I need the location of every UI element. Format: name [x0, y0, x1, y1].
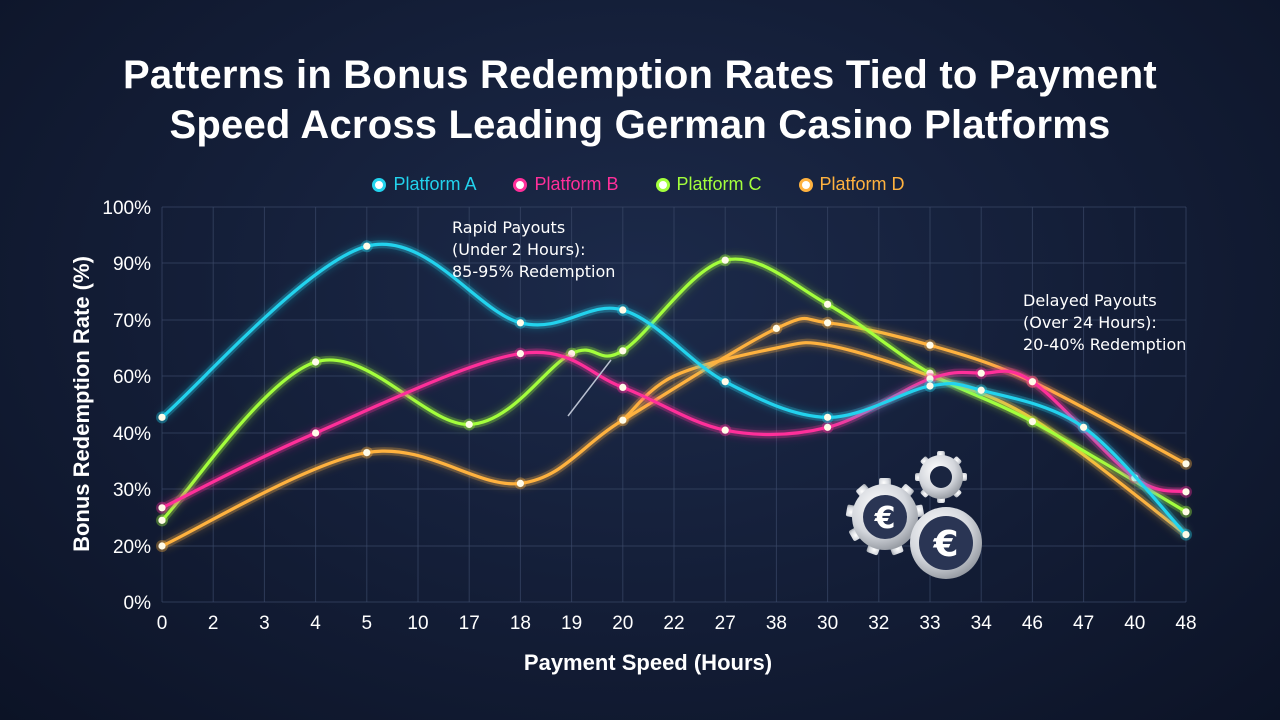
data-point [926, 382, 933, 389]
data-point [517, 350, 524, 357]
y-axis-label: Bonus Redemption Rate (%) [69, 256, 94, 552]
x-tick-label: 32 [868, 613, 889, 634]
x-tick-label: 40 [1124, 613, 1145, 634]
annotation-text: Delayed Payouts (Over 24 Hours): 20-40% Re… [1023, 291, 1186, 354]
y-tick-label: 20% [113, 537, 151, 558]
x-tick-label: 22 [663, 613, 684, 634]
x-tick-label: 48 [1175, 613, 1196, 634]
data-point [1182, 460, 1189, 467]
y-tick-label: 90% [113, 254, 151, 275]
data-point [1182, 488, 1189, 495]
data-point [824, 424, 831, 431]
y-tick-label: 0% [124, 593, 152, 614]
data-point [158, 517, 165, 524]
x-tick-label: 18 [510, 613, 531, 634]
data-point [978, 387, 985, 394]
euro-symbol: € [932, 524, 958, 565]
annotation-line: 20-40% Redemption [1023, 335, 1186, 354]
x-tick-label: 0 [157, 613, 168, 634]
y-tick-label: 70% [113, 311, 151, 332]
data-point [517, 319, 524, 326]
data-point [466, 421, 473, 428]
data-point [824, 319, 831, 326]
data-point [1029, 418, 1036, 425]
x-tick-label: 2 [208, 613, 219, 634]
data-point [312, 358, 319, 365]
x-tick-label: 47 [1073, 613, 1094, 634]
x-tick-label: 46 [1022, 613, 1043, 634]
x-tick-label: 19 [561, 613, 582, 634]
data-point [363, 449, 370, 456]
euro-coin-icon: € [910, 507, 982, 579]
data-point [517, 480, 524, 487]
x-axis-label: Payment Speed (Hours) [524, 650, 772, 675]
x-tick-label: 38 [766, 613, 787, 634]
data-point [722, 427, 729, 434]
data-point [1182, 531, 1189, 538]
annotation-line: Delayed Payouts [1023, 291, 1157, 310]
annotation-text: Rapid Payouts (Under 2 Hours): 85-95% Rede… [452, 218, 615, 281]
x-tick-label: 5 [362, 613, 373, 634]
data-point [824, 301, 831, 308]
x-tick-label: 34 [971, 613, 993, 634]
data-point [926, 342, 933, 349]
data-point [1080, 424, 1087, 431]
data-point [722, 378, 729, 385]
x-tick-label: 20 [612, 613, 633, 634]
data-point [1029, 378, 1036, 385]
data-point [363, 243, 370, 250]
y-tick-label: 60% [113, 367, 151, 388]
data-point [722, 257, 729, 264]
data-point [619, 306, 626, 313]
data-point [619, 347, 626, 354]
data-point [619, 417, 626, 424]
x-tick-label: 33 [919, 613, 940, 634]
x-tick-label: 3 [259, 613, 270, 634]
x-tick-label: 10 [407, 613, 428, 634]
euro-symbol: € [874, 501, 896, 536]
annotation-line: Rapid Payouts [452, 218, 565, 237]
data-point [619, 384, 626, 391]
data-point [978, 370, 985, 377]
data-point [158, 504, 165, 511]
chart-axes: 0 2 3 4 5 10 17 18 19 20 22 27 38 30 32 33 34 46 47 40 480%2… [69, 198, 1197, 675]
data-point [158, 542, 165, 549]
y-tick-label: 30% [113, 480, 151, 501]
annotation-line: 85-95% Redemption [452, 262, 615, 281]
data-point [158, 414, 165, 421]
y-tick-label: 100% [102, 198, 151, 219]
euro-gears-icon: €€ [846, 451, 982, 579]
x-tick-label: 17 [459, 613, 480, 634]
x-tick-label: 4 [310, 613, 321, 634]
y-tick-label: 40% [113, 424, 151, 445]
data-point [1182, 508, 1189, 515]
x-tick-label: 27 [715, 613, 736, 634]
data-point [824, 414, 831, 421]
gear-small-icon [915, 451, 967, 503]
data-point [773, 325, 780, 332]
gear-hole [930, 466, 952, 488]
x-tick-label: 30 [817, 613, 838, 634]
data-point [312, 429, 319, 436]
annotation-line: (Over 24 Hours): [1023, 313, 1157, 332]
annotation-line: (Under 2 Hours): [452, 240, 586, 259]
